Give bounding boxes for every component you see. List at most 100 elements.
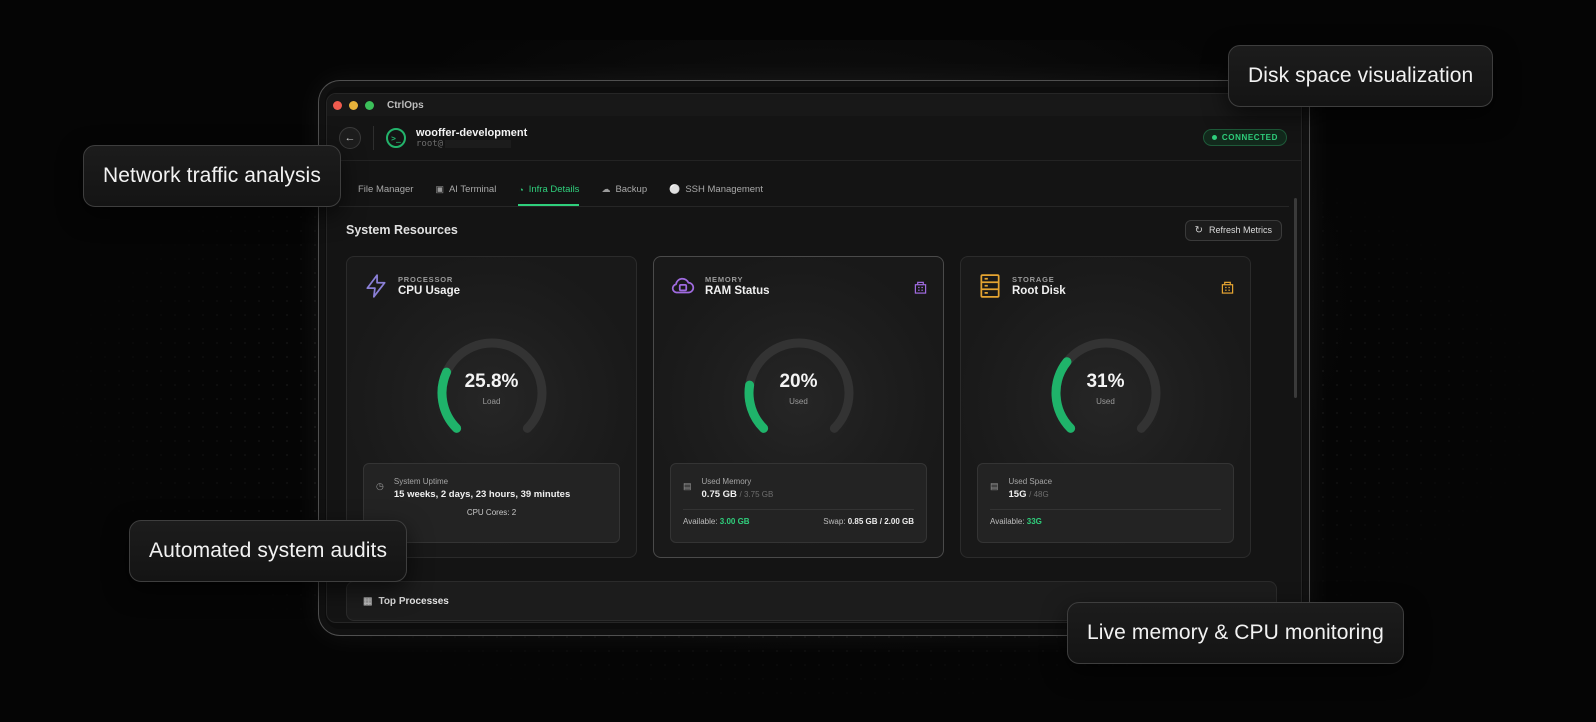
memory-panel: ▤ Used Memory 0.75 GB / 3.75 GB Availa bbox=[670, 463, 927, 543]
used-space-row: ▤ Used Space 15G / 48G bbox=[990, 477, 1221, 500]
gauge-label: Used bbox=[789, 397, 808, 406]
disk-icon: ▤ bbox=[990, 481, 999, 491]
user-icon: ⚪ bbox=[669, 184, 681, 194]
terminal-icon: ▣ bbox=[435, 184, 444, 194]
gauge-value: 20% bbox=[779, 371, 818, 392]
cpu-card: PROCESSOR CPU Usage 25.8% Load ◷ bbox=[346, 256, 637, 558]
header-divider bbox=[373, 126, 374, 150]
tab-label: AI Terminal bbox=[448, 184, 497, 195]
uptime-row: ◷ System Uptime 15 weeks, 2 days, 23 hou… bbox=[376, 477, 607, 500]
disk-card: STORAGE Root Disk 31% Used bbox=[960, 256, 1251, 558]
building-icon[interactable] bbox=[1221, 281, 1234, 294]
swap-value: 0.85 GB / 2.00 GB bbox=[847, 517, 914, 526]
card-title: Root Disk bbox=[1012, 285, 1066, 297]
ram-gauge: 20% Used bbox=[741, 335, 857, 451]
building-icon[interactable] bbox=[914, 281, 927, 294]
memory-icon: ▤ bbox=[683, 481, 692, 491]
top-processes-title: Top Processes bbox=[378, 595, 449, 607]
swap-memory: Swap: 0.85 GB / 2.00 GB bbox=[823, 517, 914, 526]
card-header: MEMORY RAM Status bbox=[670, 273, 927, 299]
tab-label: Backup bbox=[615, 184, 648, 195]
disk-gauge: 31% Used bbox=[1048, 335, 1164, 451]
total-space: / 48G bbox=[1029, 490, 1049, 499]
tab-backup[interactable]: ☁ Backup bbox=[601, 184, 647, 206]
back-button[interactable]: ← bbox=[339, 127, 361, 149]
card-header: STORAGE Root Disk bbox=[977, 273, 1234, 299]
used-memory-amount: 0.75 GB bbox=[701, 489, 737, 500]
server-header: ← >_ wooffer-development root@ CONNECTED bbox=[327, 116, 1301, 161]
status-text: CONNECTED bbox=[1221, 133, 1278, 142]
infra-content: System Resources ↻ Refresh Metrics PROCE… bbox=[327, 207, 1301, 621]
cpu-cores: CPU Cores: 2 bbox=[466, 508, 517, 517]
tab-label: Infra Details bbox=[528, 184, 580, 195]
resource-cards: PROCESSOR CPU Usage 25.8% Load ◷ bbox=[346, 256, 1282, 558]
refresh-label: Refresh Metrics bbox=[1208, 225, 1272, 235]
uptime-value: 15 weeks, 2 days, 23 hours, 39 minutes bbox=[393, 489, 571, 500]
cloud-upload-icon: ☁ bbox=[601, 184, 611, 194]
panel-divider bbox=[990, 509, 1221, 510]
used-space-label: Used Space bbox=[1008, 477, 1053, 486]
available-space: Available: 33G bbox=[990, 517, 1042, 526]
status-dot-icon bbox=[1211, 135, 1217, 140]
callout-text: Network traffic analysis bbox=[103, 164, 321, 187]
grid-icon: ▦ bbox=[363, 595, 373, 607]
used-memory-value: 0.75 GB / 3.75 GB bbox=[702, 489, 774, 500]
callout-text: Disk space visualization bbox=[1248, 64, 1474, 87]
panel-divider bbox=[683, 509, 914, 510]
section-title: System Resources bbox=[346, 223, 458, 237]
used-space-value: 15G / 48G bbox=[1009, 489, 1053, 500]
card-kicker: PROCESSOR bbox=[398, 275, 454, 284]
gauge-ring bbox=[1051, 338, 1160, 433]
tab-infra-details[interactable]: ◔ Infra Details bbox=[518, 184, 580, 206]
ram-card: MEMORY RAM Status 20% Used bbox=[653, 256, 944, 558]
title-bar: CtrlOps bbox=[327, 94, 1301, 116]
clock-icon: ◷ bbox=[376, 481, 384, 491]
gauge-value: 25.8% bbox=[464, 371, 519, 392]
tab-file-manager[interactable]: File Manager bbox=[353, 184, 413, 206]
redacted-host bbox=[445, 140, 512, 148]
card-header: PROCESSOR CPU Usage bbox=[363, 273, 620, 299]
available-label: Available: bbox=[683, 517, 718, 526]
gauge-icon: ◔ bbox=[518, 184, 524, 195]
used-space-amount: 15G bbox=[1008, 489, 1027, 500]
host-user-text: root@ bbox=[416, 139, 444, 149]
available-label: Available: bbox=[990, 517, 1025, 526]
callout-text: Automated system audits bbox=[149, 539, 388, 562]
uptime-label: System Uptime bbox=[393, 477, 449, 486]
tab-ssh-management[interactable]: ⚪ SSH Management bbox=[669, 184, 763, 206]
available-value: 3.00 GB bbox=[719, 517, 750, 526]
section-header: System Resources ↻ Refresh Metrics bbox=[346, 219, 1282, 241]
gauge-value: 31% bbox=[1086, 371, 1125, 392]
gauge-ring bbox=[437, 338, 546, 433]
host-user: root@ bbox=[416, 139, 527, 149]
callout-network-traffic: Network traffic analysis bbox=[83, 145, 341, 207]
maximize-window-button[interactable] bbox=[365, 100, 374, 110]
swap-label: Swap: bbox=[823, 517, 846, 526]
tab-ai-terminal[interactable]: ▣ AI Terminal bbox=[435, 184, 496, 206]
storage-footer: Available: 33G bbox=[990, 517, 1221, 526]
available-value: 33G bbox=[1026, 517, 1042, 526]
card-title: RAM Status bbox=[705, 285, 770, 297]
minimize-window-button[interactable] bbox=[349, 100, 358, 110]
cpu-gauge: 25.8% Load bbox=[434, 335, 550, 451]
available-memory: Available: 3.00 GB bbox=[683, 517, 750, 526]
gauge-fill bbox=[437, 367, 461, 433]
tab-label: File Manager bbox=[358, 184, 414, 195]
close-window-button[interactable] bbox=[333, 100, 342, 110]
host-info: wooffer-development root@ bbox=[416, 127, 527, 149]
tab-bar: File Manager ▣ AI Terminal ◔ Infra Detai… bbox=[339, 161, 1289, 207]
callout-text: Live memory & CPU monitoring bbox=[1087, 621, 1384, 644]
gauge-ring bbox=[744, 338, 853, 433]
gauge-label: Used bbox=[1096, 397, 1115, 406]
gauge-fill bbox=[1051, 357, 1075, 433]
status-badge: CONNECTED bbox=[1202, 129, 1287, 146]
refresh-metrics-button[interactable]: ↻ Refresh Metrics bbox=[1184, 219, 1282, 241]
callout-live-monitoring: Live memory & CPU monitoring bbox=[1067, 602, 1404, 664]
callout-system-audits: Automated system audits bbox=[129, 520, 408, 582]
gauge-label: Load bbox=[482, 397, 501, 406]
card-kicker: STORAGE bbox=[1012, 275, 1055, 284]
app-name: CtrlOps bbox=[387, 99, 424, 111]
tab-label: SSH Management bbox=[685, 184, 763, 195]
scrollbar[interactable] bbox=[1294, 198, 1297, 398]
arrow-left-icon: ← bbox=[344, 132, 356, 144]
